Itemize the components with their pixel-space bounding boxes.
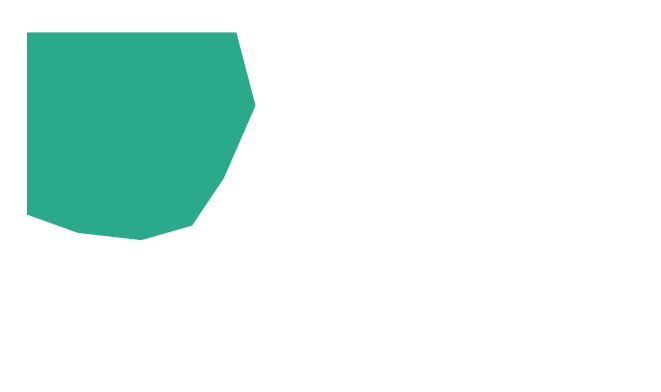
Polygon shape [28,33,254,240]
